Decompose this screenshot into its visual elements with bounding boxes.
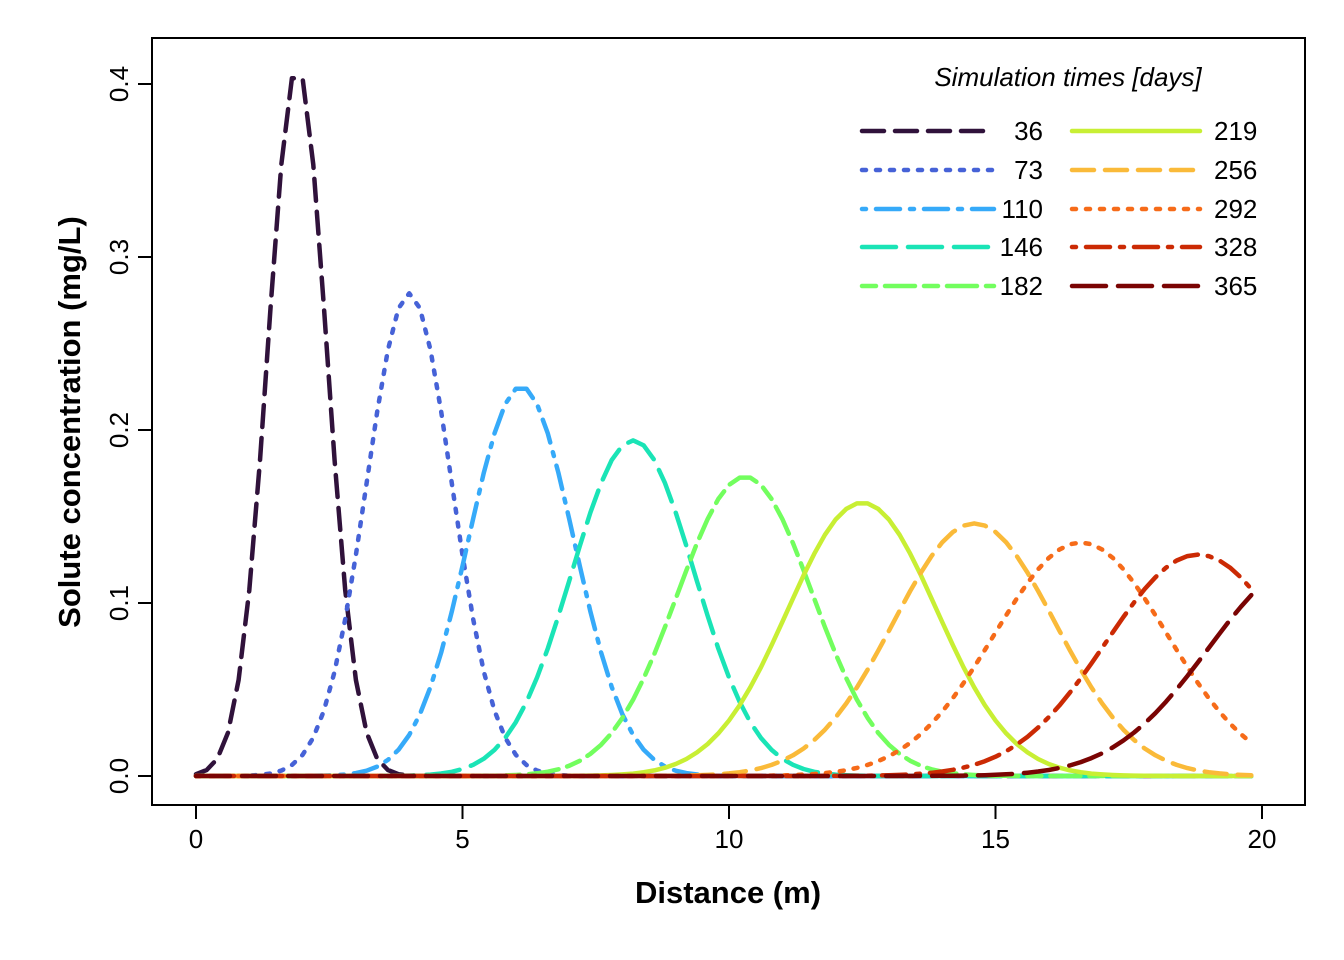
series-line-110 — [193, 386, 1254, 779]
legend-label: 36 — [1014, 116, 1043, 146]
axes: 0 5 10 15 20 0.0 0.1 0.2 0.3 0.4 — [104, 66, 1276, 854]
y-axis-title: Solute concentration (mg/L) — [52, 216, 87, 628]
legend-label: 256 — [1214, 155, 1257, 185]
legend-label: 328 — [1214, 232, 1257, 262]
legend-label: 219 — [1214, 116, 1257, 146]
y-tick-label: 0.2 — [104, 412, 134, 448]
y-tick-label: 0.4 — [104, 66, 134, 102]
legend-label: 292 — [1214, 194, 1257, 224]
legend-label: 146 — [1000, 232, 1043, 262]
legend-label: 110 — [1002, 194, 1043, 224]
plot-frame — [151, 37, 1306, 806]
legend-item-182: 182 — [859, 271, 1043, 301]
series-group — [193, 76, 1254, 779]
legend-label: 182 — [1000, 271, 1043, 301]
legend-item-365: 365 — [1069, 271, 1257, 301]
legend: Simulation times [days] 36 73 110 146 182 219 2… — [859, 62, 1257, 301]
series-line-292 — [193, 540, 1254, 779]
legend-label: 365 — [1214, 271, 1257, 301]
x-tick-label: 10 — [715, 824, 744, 854]
legend-item-219: 219 — [1069, 116, 1257, 146]
series-line-182 — [193, 475, 1254, 779]
x-tick-label: 20 — [1248, 824, 1277, 854]
series-line-73 — [193, 291, 1254, 779]
series-line-365 — [193, 592, 1254, 779]
legend-item-146: 146 — [859, 232, 1043, 262]
x-tick-label: 5 — [455, 824, 469, 854]
legend-item-110: 110 — [859, 194, 1043, 224]
series-line-36 — [193, 76, 1254, 779]
x-tick-label: 0 — [189, 824, 203, 854]
legend-item-256: 256 — [1069, 155, 1257, 185]
x-tick-label: 15 — [981, 824, 1010, 854]
x-axis-title: Distance (m) — [635, 875, 821, 910]
legend-label: 73 — [1014, 155, 1043, 185]
legend-item-36: 36 — [859, 116, 1043, 146]
y-tick-label: 0.0 — [104, 758, 134, 794]
legend-item-292: 292 — [1069, 194, 1257, 224]
legend-title: Simulation times [days] — [934, 62, 1202, 92]
series-line-219 — [193, 501, 1254, 779]
legend-item-73: 73 — [859, 155, 1043, 185]
legend-item-328: 328 — [1069, 232, 1257, 262]
y-tick-label: 0.1 — [104, 585, 134, 621]
y-tick-label: 0.3 — [104, 239, 134, 275]
